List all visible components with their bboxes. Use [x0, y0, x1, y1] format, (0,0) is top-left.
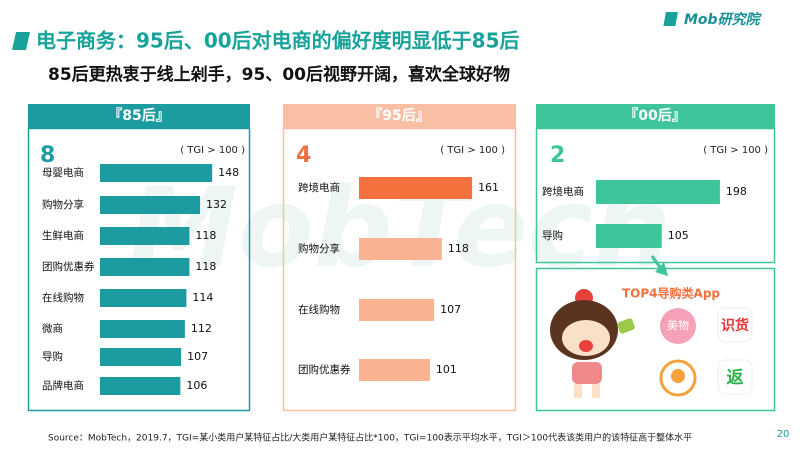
category-label: 在线购物: [298, 303, 340, 316]
source-note: Source：MobTech，2019.7，TGI=某小类用户某特征占比/大类用…: [48, 432, 692, 444]
value-label: 106: [186, 379, 207, 392]
value-label: 114: [192, 291, 213, 304]
bar: [100, 164, 213, 182]
category-label: 微商: [42, 322, 63, 335]
value-label: 105: [668, 229, 689, 242]
app-icon: [660, 308, 696, 344]
category-label: 生鲜电商: [42, 229, 84, 242]
bar: [100, 289, 187, 307]
category-label: 导购: [542, 229, 563, 242]
value-label: 198: [726, 185, 747, 198]
panel-header: [28, 104, 250, 128]
badge: 4: [296, 143, 311, 168]
bar: [100, 348, 182, 366]
title: 电子商务：95后、00后对电商的偏好度明显低于85后: [36, 29, 520, 53]
value-label: 107: [440, 303, 461, 316]
panel-title: 『85后』: [108, 107, 169, 124]
arrow-head: [655, 262, 668, 276]
bar: [100, 196, 201, 214]
category-label: 导购: [42, 350, 63, 363]
category-label: 购物分享: [42, 198, 84, 211]
logo-icon: [663, 12, 678, 26]
value-label: 148: [218, 166, 239, 179]
app-label: 识货: [721, 317, 749, 334]
category-label: 母婴电商: [42, 166, 84, 179]
value-label: 118: [195, 229, 216, 242]
value-label: 112: [191, 322, 212, 335]
app-label: 美物: [667, 318, 689, 332]
panel-border: [535, 267, 776, 412]
badge: 8: [40, 143, 55, 168]
category-label: 团购优惠券: [298, 363, 351, 376]
value-label: 101: [436, 363, 457, 376]
bar: [100, 227, 190, 245]
value-label: 118: [448, 242, 469, 255]
value-label: 107: [187, 350, 208, 363]
category-label: 跨境电商: [298, 181, 340, 194]
bar: [100, 320, 185, 338]
note: ( TGI > 100 ): [703, 145, 768, 156]
app-icon: [717, 307, 753, 343]
panel-title: 『95后』: [368, 107, 429, 124]
bar: [359, 299, 435, 321]
note: ( TGI > 100 ): [440, 145, 505, 156]
panel-title: 『00后』: [624, 107, 685, 124]
apps-title: TOP4导购类App: [622, 286, 720, 301]
app-label: 返: [727, 368, 744, 388]
category-label: 购物分享: [298, 242, 340, 255]
badge: 2: [550, 143, 565, 168]
value-label: 132: [206, 198, 227, 211]
panel-border: [282, 127, 517, 412]
panel-border: [27, 127, 251, 412]
app-icon: [717, 359, 753, 395]
bar: [359, 359, 430, 381]
panel-header: [283, 104, 516, 128]
subtitle: 85后更热衷于线上剁手，95、00后视野开阔，喜欢全球好物: [48, 64, 510, 85]
page-number: 20: [777, 429, 790, 440]
bar: [100, 377, 181, 395]
category-label: 跨境电商: [542, 185, 584, 198]
logo: Mob研究院: [684, 11, 763, 28]
category-label: 在线购物: [42, 291, 84, 304]
illustration: [550, 289, 635, 398]
category-label: 团购优惠券: [42, 260, 95, 273]
bar: [359, 177, 473, 199]
title-icon: [12, 32, 30, 50]
value-label: 118: [195, 260, 216, 273]
panel-header: [536, 104, 775, 128]
bar: [596, 180, 720, 204]
category-label: 品牌电商: [42, 379, 84, 392]
note: ( TGI > 100 ): [180, 145, 245, 156]
app-icon-detail: [671, 369, 685, 383]
bar: [359, 238, 442, 260]
bar: [596, 224, 662, 248]
value-label: 161: [478, 181, 499, 194]
bar: [100, 258, 190, 276]
